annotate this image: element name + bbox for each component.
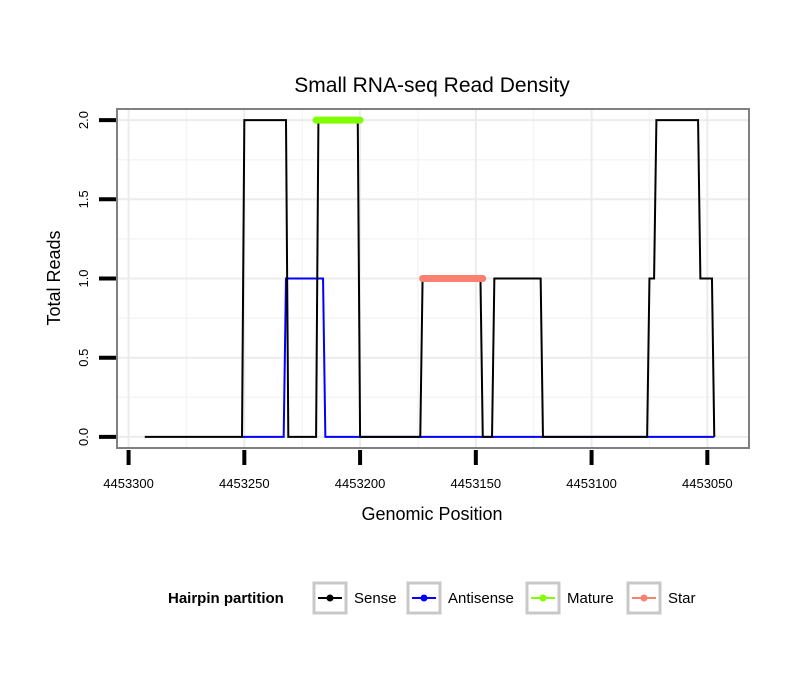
legend-key-point xyxy=(326,594,334,602)
y-tick-label: 1.5 xyxy=(76,190,91,208)
x-axis-label: Genomic Position xyxy=(361,504,502,524)
series-layer xyxy=(144,116,716,438)
legend-key-point xyxy=(420,594,428,602)
y-axis: 0.0 0.5 1.0 1.5 2.0 xyxy=(76,111,116,446)
y-tick-label: 0.0 xyxy=(76,428,91,446)
x-tick-label: 4453150 xyxy=(451,476,502,491)
y-tick-label: 2.0 xyxy=(76,111,91,129)
x-tick-label: 4453300 xyxy=(103,476,154,491)
legend: Hairpin partition Sense Antisense Mature St… xyxy=(168,581,696,615)
chart-title: Small RNA-seq Read Density xyxy=(294,74,570,97)
legend-title: Hairpin partition xyxy=(168,590,284,607)
y-axis-label: Total Reads xyxy=(44,230,64,325)
legend-label-sense: Sense xyxy=(354,590,397,607)
legend-key-point xyxy=(640,594,648,602)
y-tick-label: 1.0 xyxy=(76,269,91,287)
x-tick-label: 4453200 xyxy=(335,476,386,491)
x-axis: 4453300 4453250 4453200 4453150 4453100 44530… xyxy=(103,450,733,491)
legend-key-point xyxy=(539,594,547,602)
y-tick-label: 0.5 xyxy=(76,349,91,367)
x-tick-label: 4453050 xyxy=(682,476,733,491)
legend-label-star: Star xyxy=(668,590,696,607)
plot-panel-border xyxy=(116,108,750,449)
x-tick-label: 4453250 xyxy=(219,476,270,491)
legend-label-mature: Mature xyxy=(567,590,614,607)
series-line-sense xyxy=(144,119,716,438)
legend-label-antisense: Antisense xyxy=(448,590,514,607)
x-tick-label: 4453100 xyxy=(566,476,617,491)
